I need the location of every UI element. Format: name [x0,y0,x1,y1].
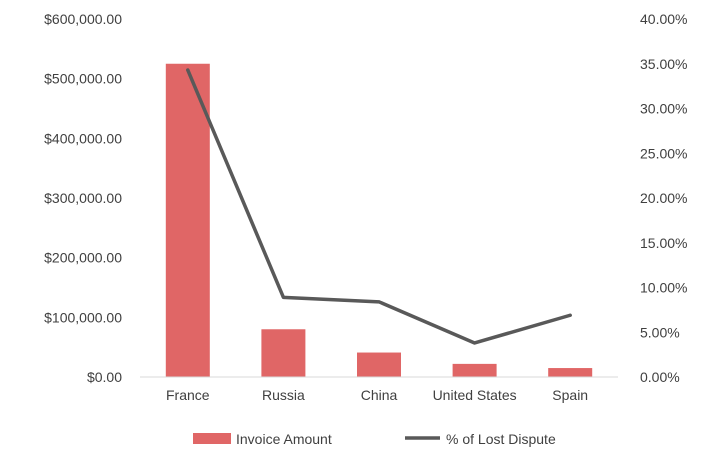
bar-france [165,63,210,377]
bar-united-states [452,363,497,377]
bar-series-group [165,63,593,377]
right-tick-label: 0.00% [640,369,680,385]
left-axis-ticks: $0.00 $100,000.00 $200,000.00 $300,000.00 $4… [44,11,122,385]
line-point-united-states [473,341,477,345]
left-tick-label: $200,000.00 [44,250,122,266]
right-tick-label: 20.00% [640,190,687,206]
bar-russia [261,329,306,377]
line-point-spain [568,313,572,317]
left-tick-label: $400,000.00 [44,130,122,146]
legend-swatch-invoice-amount [193,433,231,444]
right-tick-label: 40.00% [640,11,687,27]
x-axis-ticks: France Russia China United States Spain [166,387,588,403]
right-tick-label: 35.00% [640,56,687,72]
legend-label-lost-dispute: % of Lost Dispute [446,431,556,447]
left-tick-label: $600,000.00 [44,11,122,27]
right-tick-label: 30.00% [640,101,687,117]
left-tick-label: $0.00 [87,369,122,385]
bar-spain [548,368,593,377]
line-point-france [186,68,190,72]
x-tick-label-france: France [166,387,210,403]
left-tick-label: $300,000.00 [44,190,122,206]
x-tick-label-china: China [361,387,398,403]
bar-china [357,352,401,377]
right-tick-label: 10.00% [640,280,687,296]
line-point-russia [281,295,285,299]
legend-label-invoice-amount: Invoice Amount [236,431,332,447]
right-axis-ticks: 0.00% 5.00% 10.00% 15.00% 20.00% 25.00% 30.00%… [640,11,687,385]
x-tick-label-united-states: United States [433,387,517,403]
line-series-group [186,68,572,345]
right-tick-label: 15.00% [640,235,687,251]
legend: Invoice Amount % of Lost Dispute [193,431,556,447]
right-tick-label: 5.00% [640,324,680,340]
right-tick-label: 25.00% [640,145,687,161]
left-tick-label: $500,000.00 [44,71,122,87]
x-tick-label-russia: Russia [262,387,305,403]
line-point-china [377,300,381,304]
x-tick-label-spain: Spain [552,387,588,403]
left-tick-label: $100,000.00 [44,309,122,325]
